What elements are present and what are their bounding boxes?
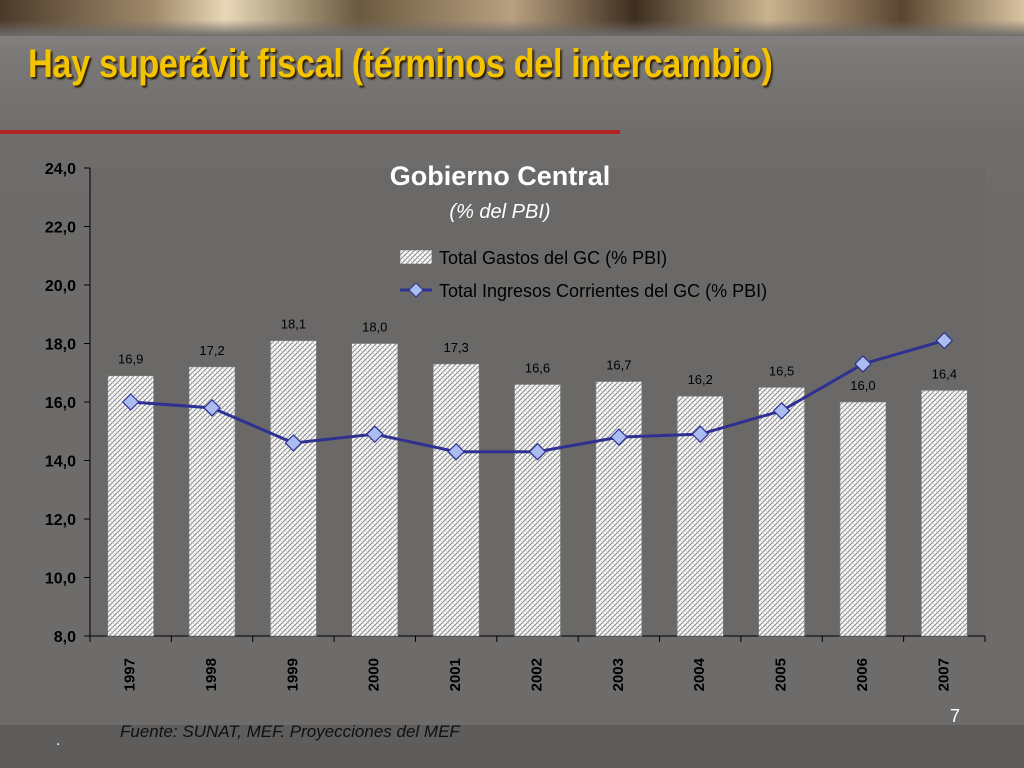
bar-data-label: 17,2 [199,343,224,358]
x-tick-label: 1998 [203,658,220,691]
x-tick-label: 1997 [122,658,139,691]
bar [107,375,154,637]
line-point [528,442,547,461]
bar-data-label: 18,0 [362,320,387,335]
bar [839,401,887,637]
bar-data-labels: 16,9 17,2 18,1 18,0 17,3 16,6 16,7 16,2 16,5 16,0… [118,317,957,393]
y-tick-label: 8,0 [54,629,76,646]
y-tick-label: 22,0 [45,220,76,237]
line-point [854,355,872,373]
legend-label-gastos: Total Gastos del GC (% PBI) [439,248,667,268]
y-tick-label: 18,0 [45,337,76,354]
title-divider [0,130,620,134]
chart-title: Gobierno Central [390,161,611,191]
chart-subtitle: (% del PBI) [449,201,550,223]
bar-data-label: 16,5 [769,363,794,378]
bar-data-label: 16,6 [525,360,550,375]
bar-data-label: 16,4 [932,366,957,381]
bar [270,340,317,637]
line-point [121,393,140,411]
x-tick-label: 2001 [447,658,464,691]
legend: Total Gastos del GC (% PBI) Total Ingres… [399,248,767,301]
bar-data-label: 18,1 [281,317,306,332]
bar-data-label: 16,2 [688,372,713,387]
line-point [365,425,384,444]
bar-data-label: 16,0 [850,378,875,393]
slide-title: Hay superávit fiscal (términos del inter… [28,42,773,86]
footer-band [0,725,1024,768]
bar [351,343,399,637]
x-tick-label: 2004 [691,657,708,691]
bar-data-label: 16,9 [118,352,143,367]
line-point [284,434,303,452]
y-axis: 8,0 10,0 12,0 14,0 16,0 18,0 20,0 22,0 24,0 [45,161,91,646]
bar [432,363,480,637]
x-tick-label: 2007 [935,658,952,691]
page-number: 7 [950,706,961,726]
banner-shade [0,20,1024,36]
bar [921,389,968,637]
bar-data-label: 17,3 [443,340,468,355]
y-tick-label: 20,0 [45,278,76,295]
x-tick-label: 2002 [528,658,545,691]
footer-mark: . [56,732,61,749]
y-tick-label: 16,0 [45,395,76,412]
legend-diamond-icon [408,282,424,298]
y-tick-label: 24,0 [45,161,76,178]
source-note: Fuente: SUNAT, MEF. Proyecciones del MEF [120,722,460,741]
x-axis: 1997 1998 1999 2000 2001 2002 2003 2004 2005 2006… [89,635,986,691]
y-tick-label: 10,0 [45,571,76,588]
x-tick-label: 2005 [773,658,790,691]
bar [514,384,561,637]
y-tick-label: 12,0 [45,512,76,529]
legend-label-ingresos: Total Ingresos Corrientes del GC (% PBI) [439,281,767,301]
line-point [935,331,954,350]
bar-series [107,340,968,637]
bar [595,381,643,637]
line-point [772,401,791,420]
bar [758,387,805,637]
x-tick-label: 2006 [854,658,871,691]
legend-bar-swatch [399,249,433,265]
line-series [121,331,954,461]
line-point [691,425,710,444]
line-point [610,428,628,446]
line-point [447,442,465,461]
line-point [203,399,221,417]
bar-data-label: 16,7 [606,358,631,373]
y-tick-label: 14,0 [45,454,76,471]
x-tick-label: 2000 [366,658,383,691]
x-tick-label: 1999 [284,658,301,691]
x-tick-label: 2003 [610,658,627,691]
